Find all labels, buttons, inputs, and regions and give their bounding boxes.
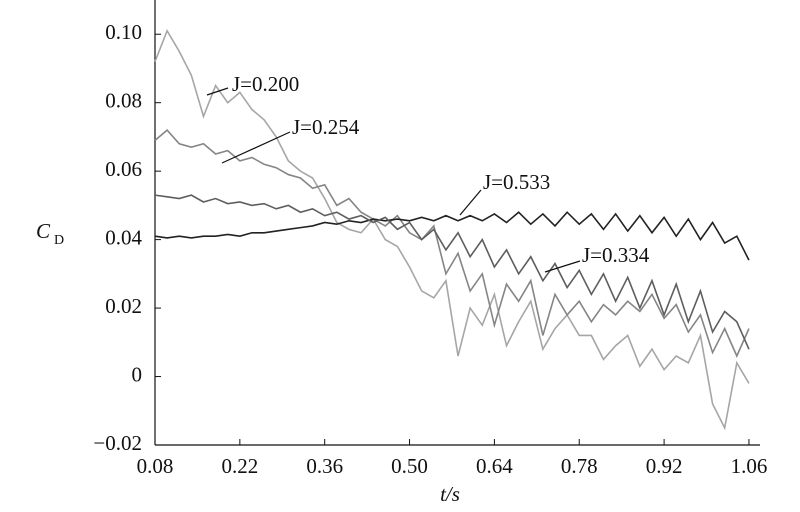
series-line	[154, 128, 750, 358]
y-tick-label: 0	[132, 362, 143, 386]
y-tick-label: 0.08	[105, 89, 142, 113]
y-tick-label: 0.02	[105, 294, 142, 318]
x-tick-label: 0.08	[137, 454, 174, 478]
x-tick-label: 0.22	[221, 454, 258, 478]
y-tick-label: 0.10	[105, 20, 142, 44]
x-tick-label: 0.78	[561, 454, 598, 478]
y-tick-label: −0.02	[93, 431, 142, 455]
y-tick-label: 0.04	[105, 225, 142, 249]
label-leader	[459, 189, 482, 216]
series-label: J=0.533	[483, 170, 550, 194]
x-axis-label: t/s	[440, 482, 460, 506]
series-label: J=0.200	[232, 72, 299, 96]
series-label: J=0.254	[292, 115, 360, 139]
y-tick-label: 0.06	[105, 157, 142, 181]
x-tick-label: 0.50	[391, 454, 428, 478]
series-line	[154, 28, 750, 431]
y-axis-label: C	[36, 219, 51, 243]
series-line	[154, 211, 750, 261]
series-label: J=0.334	[582, 243, 650, 267]
series-line	[154, 194, 750, 350]
y-axis-label-subscript: D	[54, 233, 64, 248]
x-tick-label: 0.36	[306, 454, 343, 478]
x-tick-label: 0.92	[646, 454, 683, 478]
x-tick-label: 0.64	[476, 454, 513, 478]
label-leader	[206, 87, 229, 96]
x-tick-label: 1.06	[731, 454, 768, 478]
label-leader	[221, 131, 291, 164]
label-leader	[544, 260, 581, 273]
